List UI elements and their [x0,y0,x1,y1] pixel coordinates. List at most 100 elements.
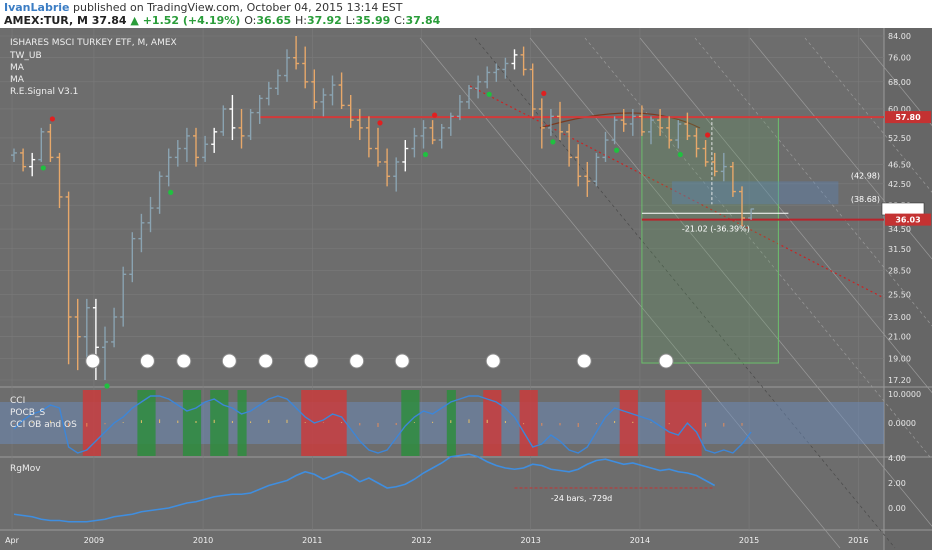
dividend-marker-icon [349,353,365,369]
author-link[interactable]: IvanLabrie [4,1,70,14]
pocb-label: POCB_S [10,408,45,418]
low-label: L: [345,14,356,27]
main-pane[interactable]: (42.98) (38.68) -21.02 (-36.39%) D D D D D D D D D D… [11,36,932,549]
trend-channel-line [584,37,932,460]
open-label: O: [244,14,257,27]
rgmov-tick-label: 4.00 [888,454,906,463]
dividend-marker-icon [258,353,274,369]
close-label: C: [394,14,406,27]
indicator-tw-ub: TW_UB [9,51,42,61]
time-tick-label: 2012 [411,536,431,545]
indicator-ma-2: MA [10,75,25,85]
trend-channel-line [419,37,841,549]
dividend-marker-icon [576,353,592,369]
dividend-marker-text: D [181,357,187,366]
moving-average-line [539,112,701,129]
price-tick-label: 34.50 [888,225,911,234]
dividend-marker-icon [485,353,501,369]
dividend-marker-text: D [354,357,360,366]
oversold-zone [619,390,638,456]
buy-signal-dot [614,147,620,153]
symbol: AMEX:TUR, M [4,14,88,27]
price-tick-label: 68.00 [888,78,911,87]
dividend-marker-text: D [263,357,269,366]
close-value: 37.84 [405,14,441,27]
price-tick-label: 42.50 [888,180,911,189]
dividend-marker-text: D [663,357,669,366]
price-tick-label: 60.00 [888,105,911,114]
open-value: 36.65 [256,14,292,27]
dividend-marker-text: D [490,357,496,366]
dividend-marker-icon [139,353,155,369]
cci-label: CCI [10,396,25,406]
overbought-zone [446,390,456,456]
dividend-marker-icon [85,353,101,369]
chart-area[interactable]: (42.98) (38.68) -21.02 (-36.39%) D D D D D D D D D D… [0,28,932,550]
high-label: H: [295,14,307,27]
up-arrow-icon: ▲ [130,14,139,27]
rgmov-tick-label: 0.00 [888,504,906,513]
buy-signal-dot [104,383,110,389]
time-axis[interactable]: Apr200920102011201220132014201520162017 [5,536,932,545]
time-tick-label: Apr [5,536,20,545]
time-tick-label: 2011 [302,536,322,545]
sell-signal-dot [377,120,383,126]
price-tick-label: 52.50 [888,134,911,143]
dividend-marker-text: D [90,357,96,366]
price-tick-label: 31.50 [888,245,911,254]
target-band [671,181,839,205]
buy-signal-dot [677,151,683,158]
time-tick-label: 2013 [521,536,541,545]
trend-channel-line [694,37,932,327]
dividend-marker-icon [176,353,192,369]
sell-signal-dot [432,112,438,118]
buy-signal-dot [422,151,429,158]
buy-signal-dot [486,91,492,97]
overbought-zone [237,390,247,456]
target-label: (42.98) [851,171,880,180]
dividend-marker-icon [658,353,674,369]
fib-label: (38.68) [851,195,880,204]
oversold-zone [82,390,101,456]
cci-ob-os-label: CCI OB and OS [10,420,77,430]
price-tick-label: 84.00 [888,32,911,41]
rgmov-pane[interactable]: -24 bars, -729d [13,453,716,523]
oversold-zone [665,390,702,456]
trend-channel-line [749,37,932,260]
overbought-zone [210,390,229,456]
support-tag-box [885,213,931,226]
resistance-tag-box [885,111,931,124]
last-price: 37.84 [91,14,127,27]
support-tag-text: 36.03 [895,216,920,225]
dividend-marker-text: D [581,357,587,366]
overbought-zone [401,390,420,456]
oversold-zone [483,390,502,456]
time-tick-label: 2010 [193,536,213,545]
price-axis[interactable]: 84.0076.0068.0060.0052.5046.5042.5038.50… [881,32,931,513]
trend-channel-line [804,37,932,193]
dividend-marker-text: D [226,357,232,366]
rgmov-label: RgMov [10,464,41,474]
cci-pane[interactable] [0,390,884,456]
sell-signal-dot [49,116,56,122]
sell-signal-dot [705,132,711,138]
time-tick-label: 2015 [739,536,759,545]
sell-signal-dot [541,90,547,97]
publish-line: IvanLabrie published on TradingView.com,… [4,1,402,14]
symbol-title: ISHARES MSCI TURKEY ETF, M, AMEX [10,38,177,48]
cci-tick-label: 10.0000 [888,390,921,399]
cci-line [13,395,752,454]
trend-channel-line [529,37,932,527]
publish-info: published on TradingView.com, October 04… [72,1,403,14]
dividend-marker-text: D [308,357,314,366]
chart-header: IvanLabrie published on TradingView.com,… [0,0,932,28]
rgmov-line [13,453,716,523]
price-tag-text: 37.84 [890,205,916,214]
time-tick-label: 2014 [630,536,650,545]
oversold-zone [301,390,347,456]
chart-background [0,28,932,550]
price-tick-label: 17.20 [888,376,911,385]
oversold-zone [519,390,538,456]
high-value: 37.92 [306,14,342,27]
dividend-marker-icon [394,353,410,369]
